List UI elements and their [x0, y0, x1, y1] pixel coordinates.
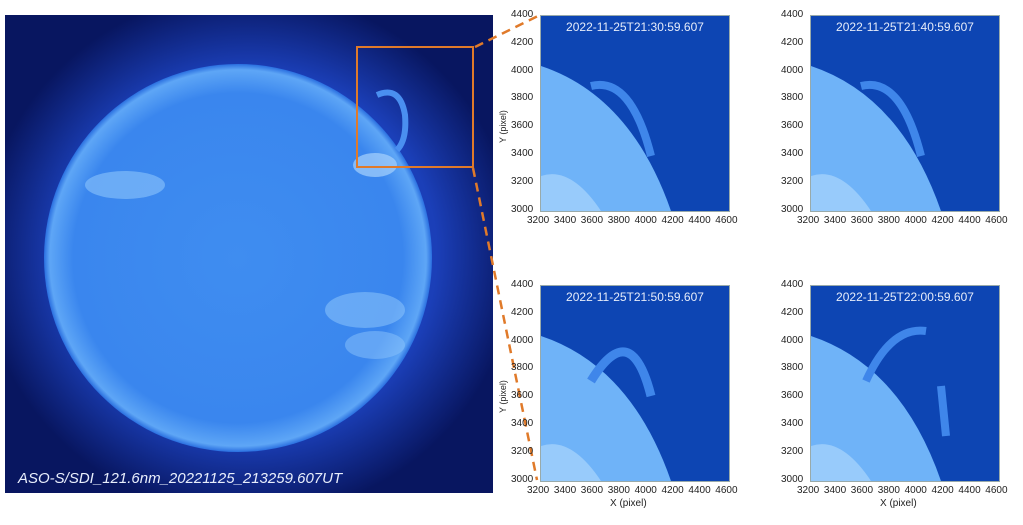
x-tick-label: 3800: [607, 215, 630, 226]
x-tick-label: 4600: [715, 215, 738, 226]
zoom-connector-top: [474, 13, 541, 49]
x-tick-label: 3800: [877, 215, 900, 226]
x-tick-label: 4600: [715, 485, 738, 496]
x-tick-label: 4200: [661, 215, 684, 226]
prominence-image: [811, 66, 941, 211]
y-tick-label: 4200: [511, 306, 534, 318]
y-tick-label: 3800: [511, 92, 534, 104]
x-tick-label: 4000: [904, 215, 927, 226]
zoom-panel-3: 2022-11-25T21:50:59.607: [540, 285, 730, 482]
y-tick-label: 3800: [781, 92, 804, 104]
x-axis-label: X (pixel): [880, 498, 917, 509]
x-tick-label: 3200: [797, 485, 820, 496]
zoom-panel-2: 2022-11-25T21:40:59.607: [810, 15, 1000, 212]
sun-disk-graphic: [5, 15, 493, 493]
x-tick-label: 4400: [958, 215, 981, 226]
y-tick-label: 3800: [511, 362, 534, 374]
y-tick-label: 3600: [511, 390, 534, 402]
y-tick-label: 4000: [511, 64, 534, 76]
prominence-image: [541, 66, 671, 211]
y-axis-label: Y (pixel): [498, 380, 508, 413]
y-tick-label: 3200: [781, 175, 804, 187]
image-caption: ASO-S/SDI_121.6nm_20221125_213259.607UT: [18, 470, 343, 487]
y-tick-label: 3400: [781, 418, 804, 429]
x-tick-label: 4400: [688, 485, 711, 496]
x-tick-label: 3400: [553, 485, 577, 496]
panel-timestamp: 2022-11-25T22:00:59.607: [836, 290, 974, 304]
zoom-box: [356, 46, 474, 168]
x-tick-label: 4400: [688, 215, 711, 226]
y-tick-label: 3200: [511, 175, 534, 187]
x-tick-label: 4000: [904, 485, 927, 496]
prominence-image: [541, 336, 671, 481]
y-tick-label: 4200: [781, 306, 804, 318]
x-tick-label: 4000: [634, 215, 657, 226]
y-tick-label: 3600: [511, 120, 534, 132]
y-tick-label: 4400: [511, 279, 534, 290]
y-tick-label: 4400: [781, 279, 804, 290]
x-tick-label: 4600: [985, 485, 1008, 496]
y-tick-label: 3600: [781, 120, 804, 132]
x-tick-label: 4000: [634, 485, 657, 496]
y-tick-label: 4200: [511, 36, 534, 48]
x-tick-label: 3400: [823, 215, 847, 226]
y-tick-label: 4400: [781, 9, 804, 20]
x-tick-label: 4200: [931, 485, 954, 496]
y-tick-label: 4000: [781, 64, 804, 76]
y-axis-label: Y (pixel): [498, 110, 508, 143]
y-tick-label: 3400: [781, 148, 804, 159]
prominence-image: [811, 326, 950, 481]
x-axis-label: X (pixel): [610, 498, 647, 509]
y-tick-label: 3000: [511, 203, 534, 215]
zoom-panel-1: 2022-11-25T21:30:59.607: [540, 15, 730, 212]
y-tick-label: 4000: [511, 334, 534, 346]
x-tick-label: 3600: [850, 485, 874, 496]
x-tick-label: 3200: [527, 485, 550, 496]
y-tick-label: 4400: [511, 9, 534, 20]
x-tick-label: 3400: [823, 485, 847, 496]
y-tick-label: 3800: [781, 362, 804, 374]
y-tick-label: 3400: [511, 148, 534, 159]
x-tick-label: 3800: [607, 485, 630, 496]
y-tick-label: 3400: [511, 418, 534, 429]
y-tick-label: 3000: [781, 203, 804, 215]
y-tick-label: 3200: [781, 445, 804, 457]
x-tick-label: 4600: [985, 215, 1008, 226]
panel-timestamp: 2022-11-25T21:40:59.607: [836, 20, 974, 34]
panel-timestamp: 2022-11-25T21:50:59.607: [566, 290, 704, 304]
x-tick-label: 3200: [797, 215, 820, 226]
x-tick-label: 3600: [580, 215, 604, 226]
panel-timestamp: 2022-11-25T21:30:59.607: [566, 20, 704, 34]
y-tick-label: 3000: [781, 473, 804, 485]
x-tick-label: 3800: [877, 485, 900, 496]
y-tick-label: 4200: [781, 36, 804, 48]
y-tick-label: 3000: [511, 473, 534, 485]
x-tick-label: 4200: [931, 215, 954, 226]
x-tick-label: 3600: [850, 215, 874, 226]
zoom-connector-bottom: [471, 167, 539, 481]
y-tick-label: 3600: [781, 390, 804, 402]
x-tick-label: 3200: [527, 215, 550, 226]
zoom-panel-4: 2022-11-25T22:00:59.607: [810, 285, 1000, 482]
x-tick-label: 4400: [958, 485, 981, 496]
x-tick-label: 3400: [553, 215, 577, 226]
x-tick-label: 4200: [661, 485, 684, 496]
y-tick-label: 4000: [781, 334, 804, 346]
x-tick-label: 3600: [580, 485, 604, 496]
solar-full-disk-image: [5, 15, 493, 493]
y-tick-label: 3200: [511, 445, 534, 457]
